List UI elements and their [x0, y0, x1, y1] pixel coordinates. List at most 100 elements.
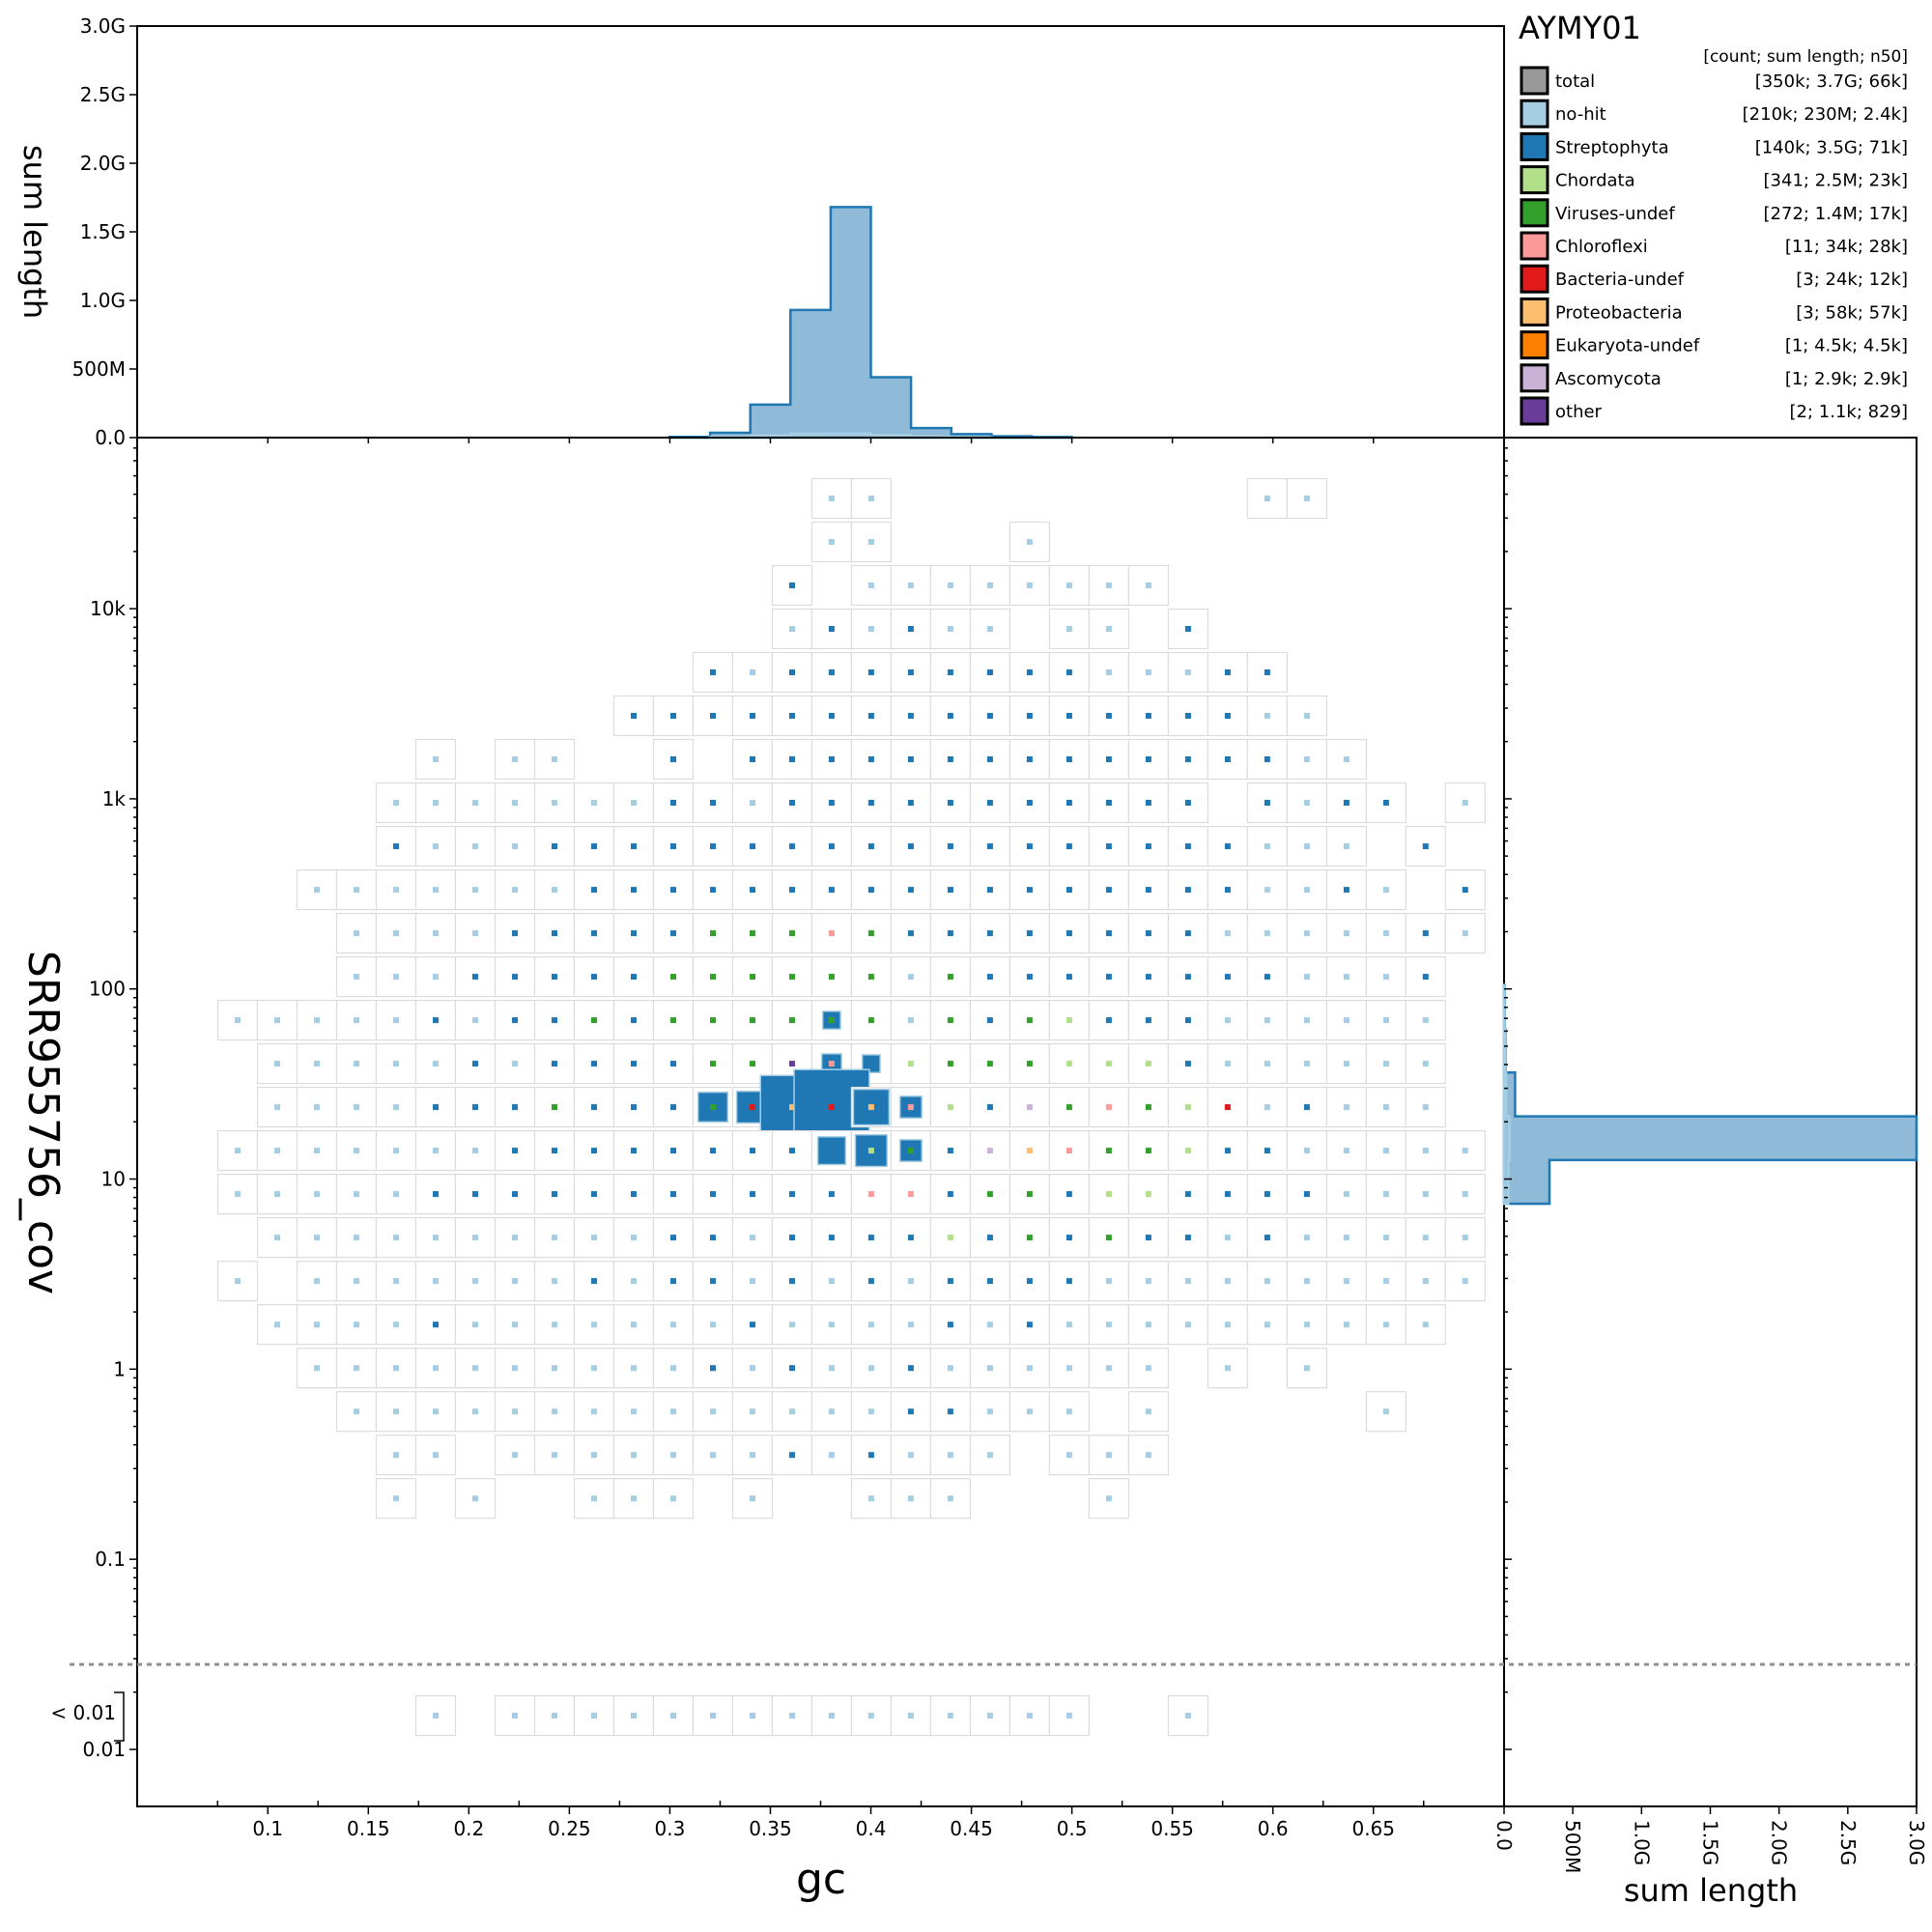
blob-cell-dot	[631, 887, 637, 894]
blob-cell-frame	[1365, 1391, 1407, 1433]
blob-cell-dot	[1224, 1061, 1231, 1067]
x-tick-label: 0.45	[950, 1817, 993, 1840]
blob-cell-dot	[670, 974, 676, 980]
blob-cell-dot	[750, 756, 755, 762]
blob-cell-dot	[1145, 800, 1151, 806]
blob-cell-dot	[1105, 1017, 1112, 1024]
blob-cell-dot	[710, 1321, 716, 1328]
legend-entry-name: Viruses-undef	[1555, 204, 1675, 224]
blob-cell-dot	[750, 843, 755, 850]
blob-cell-dot	[1026, 713, 1033, 719]
legend-entry-name: Bacteria-undef	[1555, 270, 1685, 290]
blob-cell-dot	[947, 887, 953, 894]
blob-cell-frame	[533, 1391, 576, 1433]
blob-cell-dot	[986, 713, 993, 719]
blob-cell-dot	[1343, 756, 1350, 762]
blob-cell-frame	[296, 1348, 338, 1389]
right-hist-tick-label: 2.5G	[1836, 1820, 1860, 1865]
blob-cell-dot	[354, 887, 359, 894]
blob-cell-dot	[710, 930, 716, 937]
blob-cell-dot	[393, 843, 399, 850]
blob-cell-dot	[1264, 887, 1270, 894]
blob-cell-dot	[867, 1104, 874, 1111]
blob-cell-dot	[433, 1278, 439, 1285]
blob-cell-dot	[274, 1191, 280, 1198]
blob-cell-dot	[789, 930, 795, 937]
blob-cell-dot	[1184, 1061, 1191, 1067]
blob-cell-dot	[512, 800, 518, 806]
blob-cell-dot	[1105, 1495, 1112, 1502]
blob-cell-frame	[494, 868, 536, 911]
blob-cell-dot	[393, 1061, 399, 1067]
blob-cell-dot	[274, 1235, 280, 1241]
blob-cell-dot	[986, 1104, 993, 1111]
blob-cell-dot	[433, 1104, 439, 1111]
blob-cell-dot	[354, 930, 359, 937]
blob-cell-dot	[1343, 887, 1350, 894]
blob-cell-dot	[789, 1061, 795, 1067]
blob-cell-dot	[1422, 930, 1429, 937]
x-tick-label: 0.5	[1057, 1817, 1088, 1840]
blob-cell-dot	[552, 1017, 557, 1024]
blob-cell-dot	[314, 1235, 320, 1241]
blob-cell-frame	[494, 1261, 536, 1302]
right-histogram-x-label: sum length	[1624, 1872, 1798, 1909]
blob-cell-dot	[1264, 1191, 1270, 1198]
blob-cell-dot	[591, 1495, 597, 1502]
blob-cell-dot	[1422, 1321, 1429, 1328]
blob-cell-dot	[552, 1061, 557, 1067]
blob-cell-dot	[1184, 1713, 1191, 1719]
blob-cell-dot	[552, 1408, 557, 1415]
blob-cell-dot	[1065, 1408, 1072, 1415]
y-tick-label: 100	[89, 978, 126, 1001]
y-axis-label: SRR955756_cov	[18, 951, 68, 1294]
blob-cell-dot	[986, 1408, 993, 1415]
blob-cell-dot	[947, 1321, 953, 1328]
blob-cell-frame	[652, 825, 695, 867]
blob-cell-dot	[631, 1713, 637, 1719]
blob-cell-dot	[1105, 713, 1112, 719]
blob-cell-dot	[907, 974, 914, 980]
blob-cell-dot	[828, 1191, 835, 1198]
blob-cell-dot	[1105, 1191, 1112, 1198]
blob-cell-dot	[1462, 1148, 1468, 1154]
blob-cell-dot	[828, 800, 835, 806]
axis-ticks: 0.1 0.15 0.2 0.25 0.3 0.35 0.4 0.45 0.5 0.55 0.6 0.…	[72, 14, 1928, 1873]
coverage-histogram-series	[1502, 983, 1511, 1206]
blob-cell-dot	[393, 1104, 399, 1111]
blob-cell-frame	[1325, 955, 1368, 998]
blob-cell-dot	[1145, 1148, 1151, 1154]
top-hist-tick-label: 2.0G	[80, 152, 126, 175]
blob-cell-dot	[512, 1148, 518, 1154]
legend-entry-stats: [11; 34k; 28k]	[1785, 237, 1908, 257]
blob-cell-dot	[1224, 1191, 1231, 1198]
blob-cell-dot	[1184, 756, 1191, 762]
blob-cell-dot	[314, 1321, 320, 1328]
blob-cell-dot	[1065, 974, 1072, 980]
blob-cell-frame	[414, 1391, 457, 1433]
blob-cell-dot	[867, 974, 874, 980]
blob-cell-dot	[907, 1061, 914, 1067]
blob-cell-dot	[512, 1278, 518, 1285]
right-hist-tick-label: 2.0G	[1768, 1820, 1791, 1865]
blob-cell-dot	[710, 1452, 716, 1459]
blob-cell-dot	[631, 1408, 637, 1415]
blob-cell-dot	[789, 669, 795, 675]
blob-cell-dot	[986, 974, 993, 980]
x-tick-label: 0.65	[1351, 1817, 1395, 1840]
legend-swatch	[1520, 198, 1549, 228]
blob-cell-dot	[1145, 1365, 1151, 1372]
blob-cell-dot	[433, 1408, 439, 1415]
blob-cell-dot	[1184, 1148, 1191, 1154]
below-cutoff-bracket	[114, 1691, 125, 1742]
blob-cell-dot	[867, 843, 874, 850]
blob-cell-dot	[433, 974, 439, 980]
blob-cell-dot	[670, 1235, 676, 1241]
blob-cell-dot	[828, 843, 835, 850]
blob-cell-dot	[789, 1365, 795, 1372]
blob-cell-dot	[1264, 1104, 1270, 1111]
legend-swatch	[1520, 297, 1549, 327]
blob-cell-dot	[710, 1061, 716, 1067]
blob-cell-dot	[1343, 1278, 1350, 1285]
blob-cell-dot	[1382, 1235, 1389, 1241]
